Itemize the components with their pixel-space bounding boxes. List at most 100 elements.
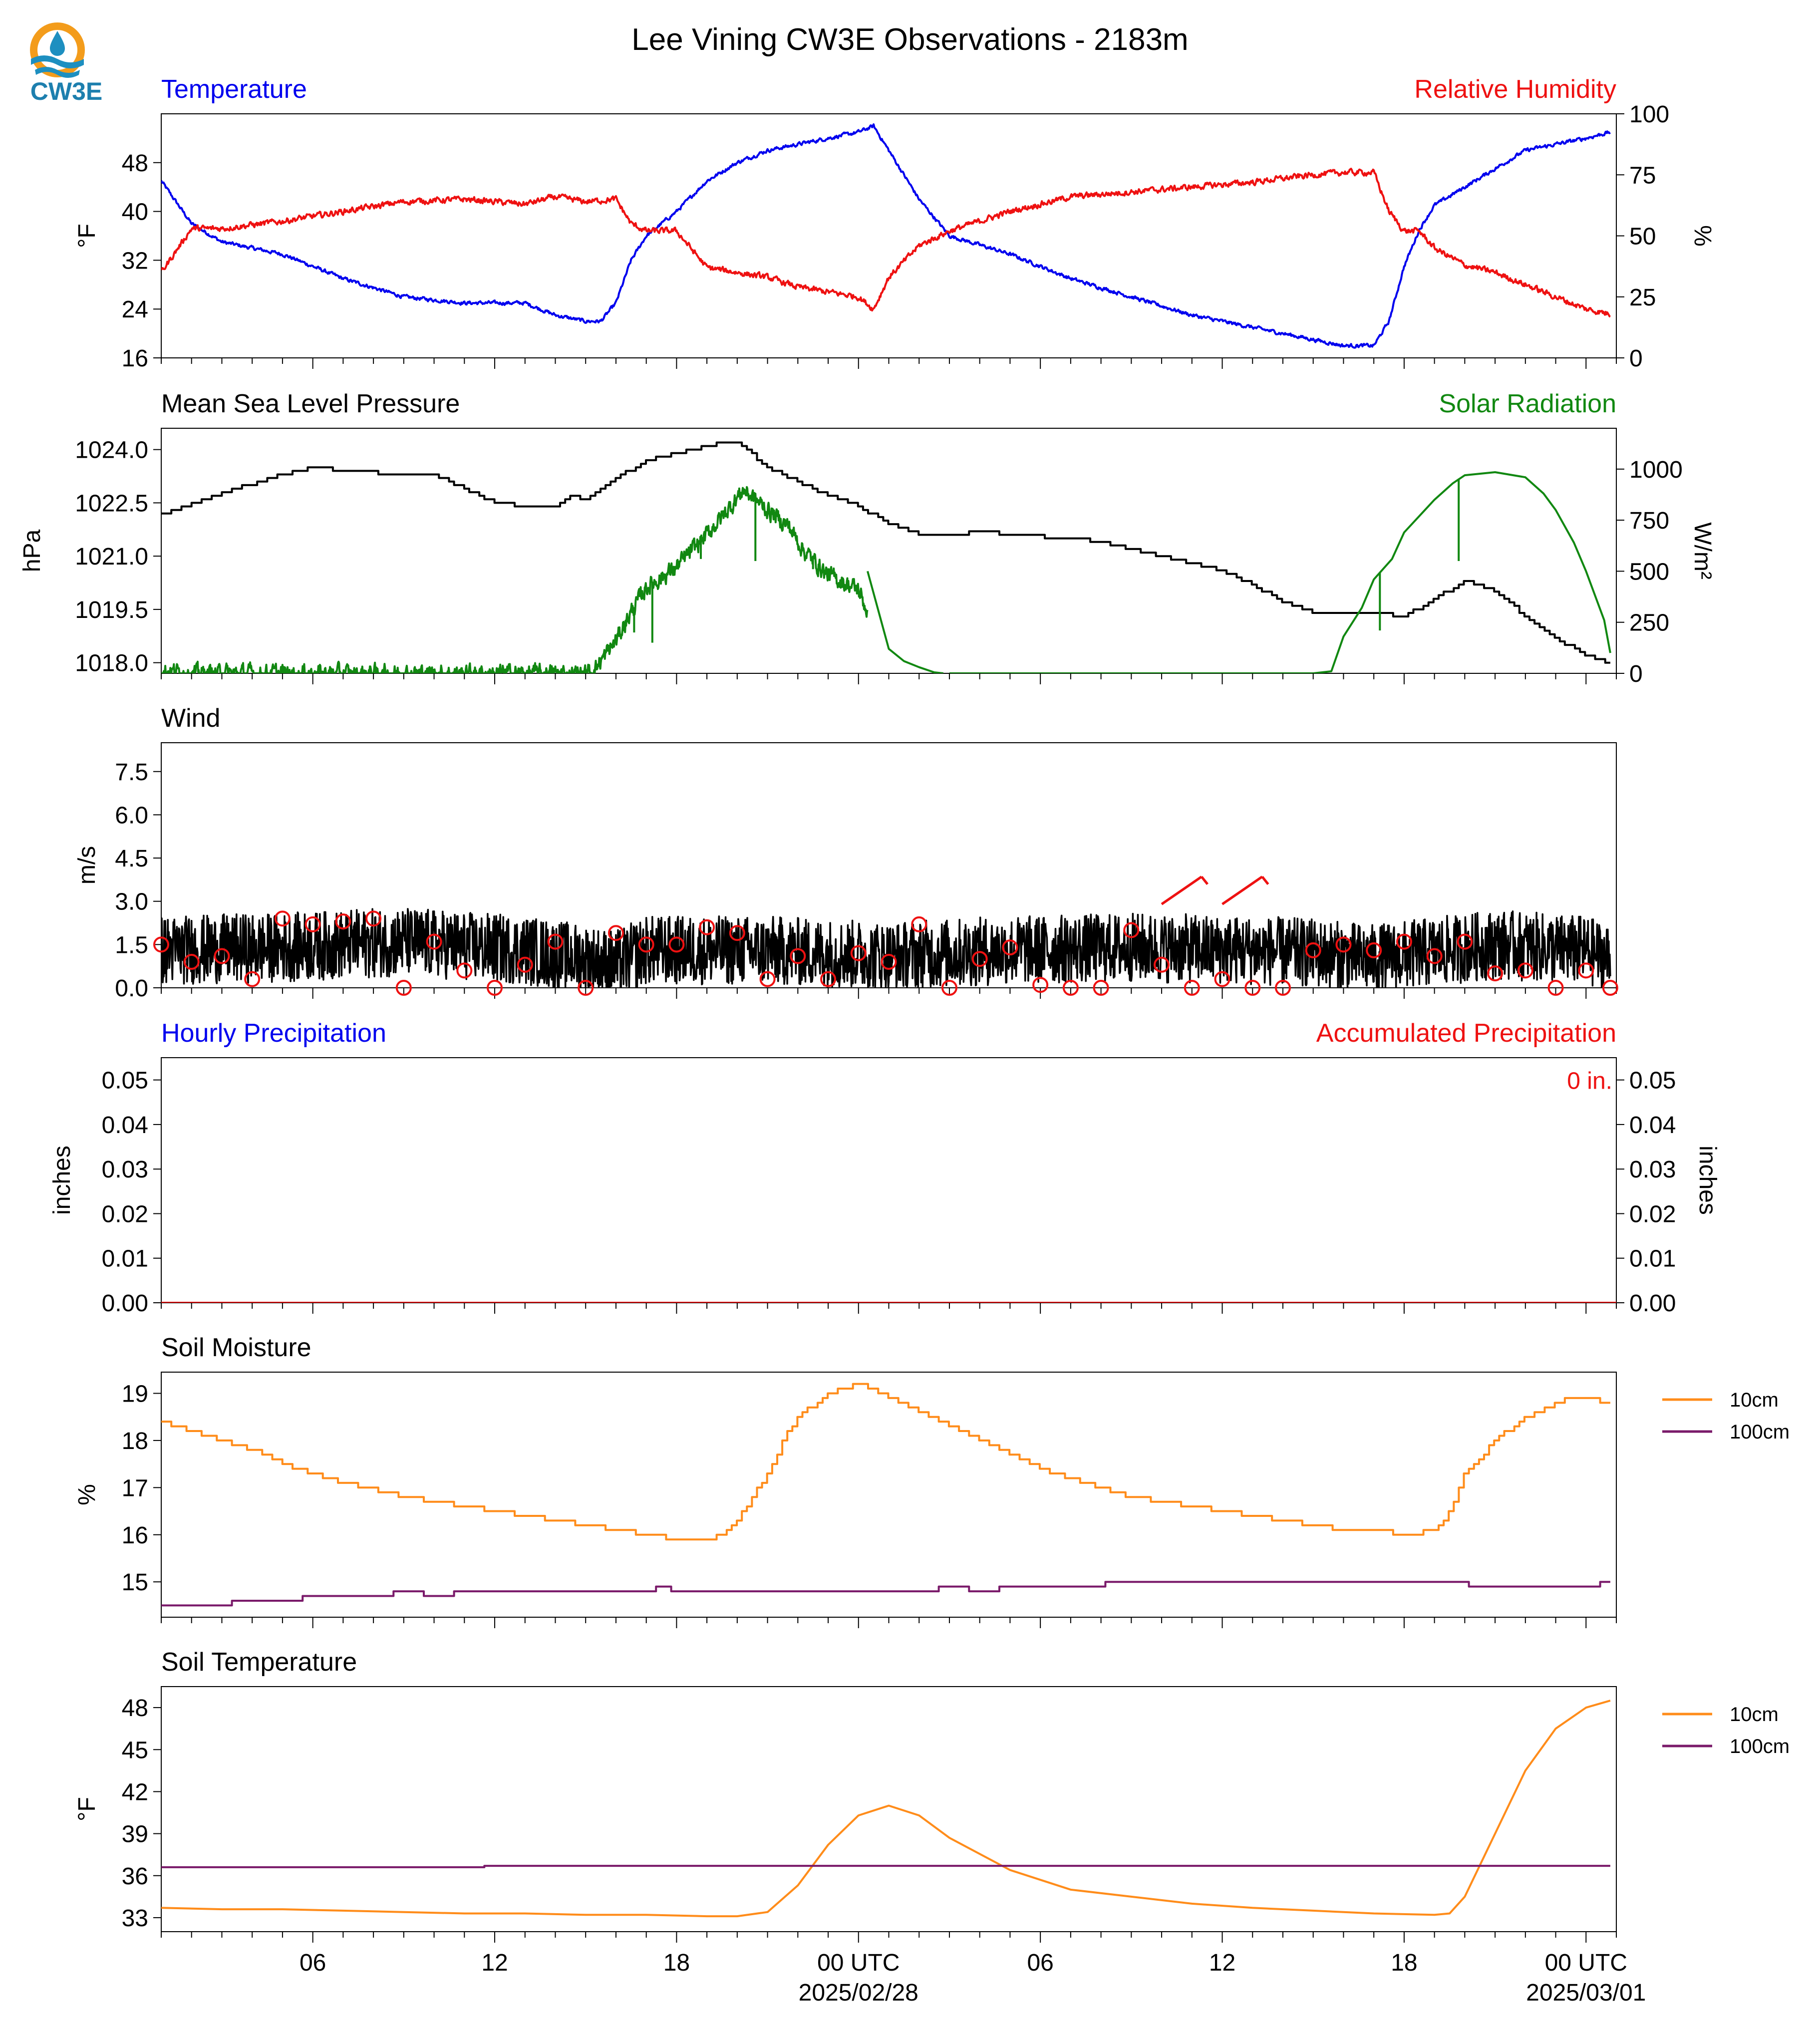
panel-title-left: Temperature xyxy=(161,75,307,104)
gust-marker xyxy=(1154,956,1170,973)
y-axis-label-right: W/m² xyxy=(1689,522,1716,579)
y-tick-label-right: 50 xyxy=(1629,224,1656,250)
y-axis-label-right: % xyxy=(1689,225,1716,247)
wind-barb xyxy=(1221,875,1269,905)
gust-marker xyxy=(699,919,715,935)
gust-marker xyxy=(941,980,957,996)
panel-title-left: Soil Moisture xyxy=(161,1333,311,1362)
gust-marker xyxy=(1517,962,1533,979)
plot-area xyxy=(161,908,1611,988)
y-tick-label: 33 xyxy=(122,1905,148,1932)
y-tick-label: 0.03 xyxy=(102,1157,148,1183)
y-tick-label: 0.00 xyxy=(102,1290,148,1317)
gust-marker xyxy=(578,980,594,996)
y-tick-label: 15 xyxy=(122,1569,148,1596)
logo-wave-icon xyxy=(31,55,84,68)
figure-title: Lee Vining CW3E Observations - 2183m xyxy=(631,22,1188,57)
y-tick-label: 48 xyxy=(122,150,148,177)
series-line-10cm xyxy=(161,1383,1610,1541)
gust-marker xyxy=(1396,933,1412,950)
gust-marker xyxy=(1487,965,1504,982)
gust-marker xyxy=(850,945,867,961)
gust-marker xyxy=(1578,962,1594,979)
panel-title-right: Relative Humidity xyxy=(1414,75,1616,104)
y-tick-label: 24 xyxy=(122,296,148,323)
y-tick-label-right: 500 xyxy=(1629,559,1669,585)
y-tick-label-right: 100 xyxy=(1629,101,1669,128)
panel-temp_rh: 16 24 32 40 48 0 25 50 75 100 Temperature Relative … xyxy=(74,75,1716,372)
panel-title-left: Wind xyxy=(161,704,220,733)
logo-text: CW3E xyxy=(30,77,102,105)
gust-marker xyxy=(1093,980,1109,996)
gust-marker xyxy=(335,913,351,930)
y-tick-label: 40 xyxy=(122,199,148,226)
gust-marker xyxy=(1426,948,1443,964)
y-tick-label: 19 xyxy=(122,1381,148,1407)
x-tick-label: 00 UTC xyxy=(1545,1950,1627,1976)
y-tick-label: 6.0 xyxy=(115,802,148,829)
x-tick-label: 06 xyxy=(1027,1950,1053,1976)
legend: 10cm 100cm xyxy=(1662,1704,1790,1757)
y-axis-label-right: inches xyxy=(1694,1146,1721,1215)
panel-pres_solar: 1018.0 1019.5 1021.0 1022.5 1024.0 0 250 500 750… xyxy=(19,389,1716,687)
plot-area xyxy=(161,1383,1610,1607)
gust-marker xyxy=(1602,980,1618,996)
logo-wave-icon xyxy=(35,67,80,78)
series-line xyxy=(161,441,1610,664)
series-line-100cm xyxy=(161,1581,1610,1607)
gust-marker xyxy=(1062,980,1079,996)
gust-marker xyxy=(426,933,442,950)
y-tick-label: 32 xyxy=(122,248,148,274)
gust-marker xyxy=(547,933,564,950)
x-tick-label: 18 xyxy=(1391,1950,1417,1976)
y-axis-label-left: °F xyxy=(74,224,100,248)
y-axis-label-left: % xyxy=(74,1484,100,1505)
gust-marker xyxy=(790,948,806,964)
logo-drop-icon xyxy=(50,31,65,56)
gust-marker xyxy=(1274,980,1291,996)
y-tick-label-right: 250 xyxy=(1629,610,1669,636)
legend-label: 10cm xyxy=(1730,1389,1779,1411)
x-tick-label: 12 xyxy=(1209,1950,1235,1976)
y-tick-label: 1022.5 xyxy=(75,490,148,517)
gust-marker xyxy=(1547,980,1564,996)
plot-area xyxy=(161,441,1611,673)
x-date-label: 2025/03/01 xyxy=(1526,1980,1646,2006)
y-tick-label-right: 0 xyxy=(1629,345,1643,372)
gust-marker xyxy=(1335,936,1352,953)
gust-marker xyxy=(759,971,776,987)
gust-marker xyxy=(1305,942,1321,958)
panel-title-right: Solar Radiation xyxy=(1439,389,1616,418)
gust-marker xyxy=(1244,980,1261,996)
gust-marker xyxy=(244,971,261,987)
wind-barb xyxy=(1161,875,1209,905)
y-tick-label-right: 25 xyxy=(1629,285,1656,311)
y-tick-label: 1019.5 xyxy=(75,597,148,623)
gust-marker xyxy=(881,954,897,970)
gust-marker xyxy=(668,936,685,953)
y-tick-label: 1.5 xyxy=(115,932,148,958)
gust-marker xyxy=(638,936,654,953)
y-tick-label: 1024.0 xyxy=(75,437,148,464)
x-tick-label: 06 xyxy=(300,1950,326,1976)
y-tick-label: 48 xyxy=(122,1695,148,1722)
legend: 10cm 100cm xyxy=(1662,1389,1790,1443)
accum-precip-value: 0 in. xyxy=(1567,1068,1612,1095)
y-tick-label: 39 xyxy=(122,1821,148,1848)
y-tick-label-right: 0.00 xyxy=(1629,1290,1676,1317)
gust-marker xyxy=(304,916,321,932)
gust-marker xyxy=(517,956,533,973)
y-tick-label: 45 xyxy=(122,1737,148,1763)
legend-label: 10cm xyxy=(1730,1704,1779,1726)
y-tick-label-right: 1000 xyxy=(1629,457,1683,483)
panel-title-right: Accumulated Precipitation xyxy=(1316,1019,1616,1048)
x-tick-label: 00 UTC xyxy=(817,1950,900,1976)
gust-marker xyxy=(1214,971,1230,987)
gust-marker xyxy=(456,962,473,979)
cw3e-logo: CW3E xyxy=(30,22,102,105)
panel-precip: 0.00 0.01 0.02 0.03 0.04 0.05 0.00 0.01 0.02 0.03… xyxy=(49,1019,1721,1317)
series-line-10cm xyxy=(161,1700,1611,1918)
panel-wind: 0.0 1.5 3.0 4.5 6.0 7.5 Wind m/s xyxy=(74,704,1618,1002)
y-tick-label: 3.0 xyxy=(115,889,148,915)
y-tick-label: 16 xyxy=(122,345,148,372)
